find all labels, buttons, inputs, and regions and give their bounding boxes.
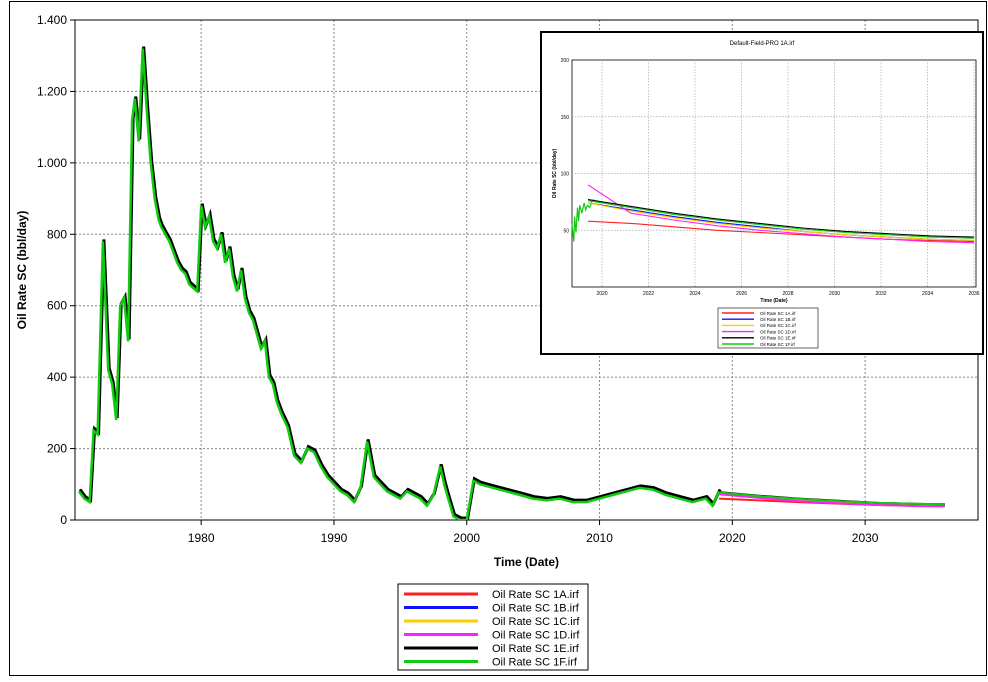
inset-legend-label: Oil Rate SC 1B.irf [760, 317, 796, 322]
inset-series-line [587, 202, 975, 242]
legend-label: Oil Rate SC 1B.irf [492, 603, 580, 615]
inset-legend-label: Oil Rate SC 1E.irf [760, 336, 796, 341]
inset-x-tick-label: 2036 [968, 291, 979, 297]
inset-series-line [587, 199, 975, 238]
inset-x-tick-label: 2024 [689, 291, 700, 297]
inset-x-tick-label: 2028 [782, 291, 793, 297]
inset-title: Default-Field-PRO 1A.irf [730, 41, 795, 47]
inset-x-axis-title: Time (Date) [760, 298, 787, 304]
inset-x-tick-label: 2022 [643, 291, 654, 297]
inset-y-tick-label: 150 [561, 115, 570, 121]
main-legend-box [397, 583, 589, 671]
x-axis-title: Time (Date) [494, 555, 559, 569]
x-tick-label: 2020 [719, 531, 746, 545]
y-tick-label: 1.400 [37, 13, 67, 27]
inset-series-line [587, 200, 975, 239]
legend-label: Oil Rate SC 1F.irf [492, 657, 578, 669]
y-tick-label: 1.200 [37, 84, 67, 98]
inset-series-line [587, 184, 975, 244]
inset-x-tick-label: 2030 [829, 291, 840, 297]
series-line-forecast [719, 493, 945, 508]
inset-y-tick-label: 50 [563, 228, 569, 234]
inset-gridlines [572, 60, 976, 287]
legend-label: Oil Rate SC 1C.irf [492, 616, 580, 628]
legend-label: Oil Rate SC 1A.irf [492, 589, 580, 601]
inset-x-tick-label: 2032 [875, 291, 886, 297]
y-tick-label: 800 [47, 227, 67, 241]
main-series-group [77, 46, 945, 520]
inset-y-axis-title: Oil Rate SC (bbl/day) [552, 148, 558, 198]
y-tick-label: 0 [60, 513, 67, 527]
series-line-1F-history [77, 48, 721, 520]
inset-x-tick-label: 2026 [736, 291, 747, 297]
legend-label: Oil Rate SC 1D.irf [492, 630, 580, 642]
series-line-forecast [719, 491, 945, 506]
inset-legend-label: Oil Rate SC 1D.irf [760, 329, 797, 334]
inset-legend-label: Oil Rate SC 1C.irf [760, 323, 797, 328]
inset-series-group [571, 184, 975, 244]
inset-x-tick-label: 2020 [596, 291, 607, 297]
x-tick-label: 2010 [586, 531, 613, 545]
inset-legend-label: Oil Rate SC 1F.irf [760, 342, 796, 347]
x-tick-label: 1990 [321, 531, 348, 545]
inset-legend-box [717, 307, 819, 349]
inset-series-lead-in [571, 199, 595, 242]
x-tick-label: 2000 [453, 531, 480, 545]
inset-legend-label: Oil Rate SC 1A.irf [760, 311, 796, 316]
inset-y-tick-label: 200 [561, 58, 570, 64]
y-tick-label: 600 [47, 299, 67, 313]
y-axis-title: Oil Rate SC (bbl/day) [15, 211, 29, 330]
y-tick-label: 200 [47, 442, 67, 456]
legend-label: Oil Rate SC 1E.irf [492, 643, 580, 655]
x-tick-label: 2030 [852, 531, 879, 545]
x-tick-label: 1980 [188, 531, 215, 545]
inset-y-tick-label: 100 [561, 172, 570, 178]
y-tick-label: 1.000 [37, 156, 67, 170]
inset-x-tick-label: 2034 [922, 291, 933, 297]
y-tick-label: 400 [47, 370, 67, 384]
